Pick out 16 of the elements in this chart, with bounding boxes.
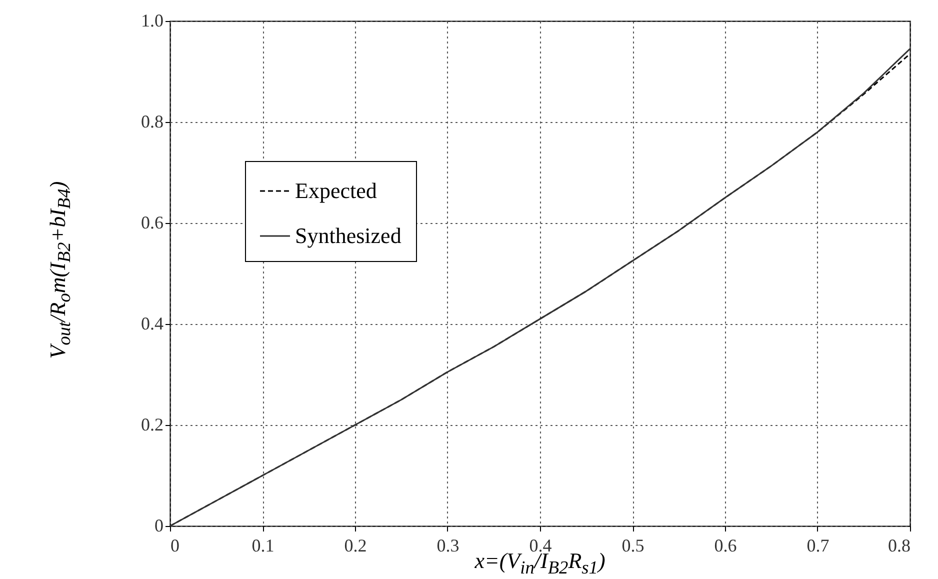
y-tick-label: 0.8 [141,112,164,132]
legend-label: Expected [295,178,377,203]
x-tick-label: 0.6 [714,536,737,556]
legend-label: Synthesized [295,223,402,248]
y-tick-label: 0.2 [141,414,164,434]
x-tick-label: 0.3 [436,536,460,556]
x-tick-label: 0.7 [806,536,830,556]
x-tick-label: 0.5 [622,536,644,556]
x-tick-label: 0.2 [344,536,367,556]
x-tick-label: 0 [170,536,180,556]
y-tick-label: 0 [154,516,164,536]
y-tick-label: 1.0 [141,10,164,30]
x-tick-label: 0.8 [888,536,910,556]
x-tick-label: 0.1 [252,536,274,556]
y-tick-label: 0.6 [141,212,164,232]
y-tick-label: 0.4 [141,314,164,334]
